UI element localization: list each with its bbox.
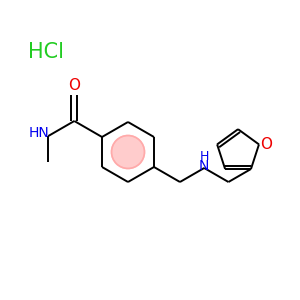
Circle shape [112,136,145,169]
Text: HCl: HCl [28,42,64,62]
Text: O: O [260,137,272,152]
Text: N: N [199,159,209,173]
Text: O: O [68,79,80,94]
Text: H: H [200,149,209,163]
Text: HN: HN [29,126,50,140]
